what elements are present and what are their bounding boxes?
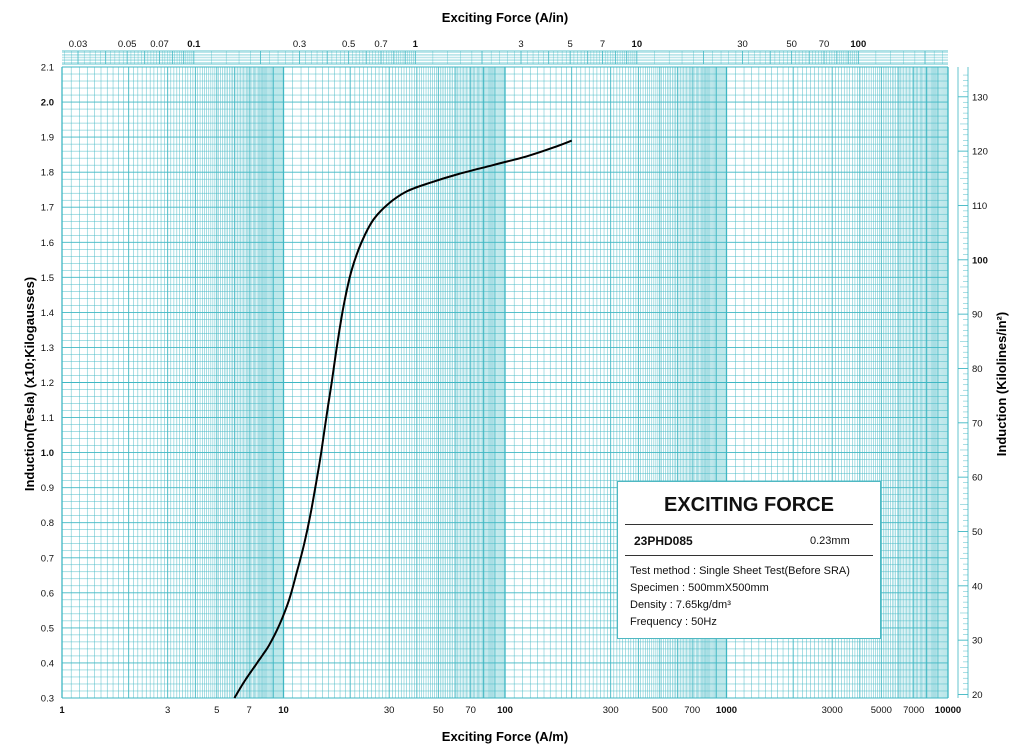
y-tick-label: 1.9 [41, 133, 54, 144]
y-tick-label: 1.5 [41, 273, 54, 284]
x-tick-label: 1 [59, 705, 65, 716]
divider [625, 555, 873, 556]
top-strip-grid [62, 50, 948, 65]
x-top-tick-label: 30 [737, 39, 748, 50]
y-tick-label: 1.7 [41, 203, 54, 214]
y-tick-label: 0.6 [41, 588, 54, 599]
x-top-tick-label: 1 [413, 39, 419, 50]
specimen-line: Specimen : 500mmX500mm [630, 582, 769, 594]
x-top-tick-label: 10 [632, 39, 643, 50]
frequency-line: Frequency : 50Hz [630, 616, 717, 628]
y-tick-label: 1.0 [41, 448, 54, 459]
y-tick-label: 0.4 [41, 658, 54, 669]
y-tick-label: 1.3 [41, 343, 54, 354]
y-tick-label: 2.1 [41, 63, 54, 74]
x-tick-label: 10 [278, 705, 289, 716]
x-tick-label: 700 [684, 705, 700, 716]
y-tick-label: 0.9 [41, 483, 54, 494]
x-top-tick-label: 5 [568, 39, 573, 50]
x-top-tick-label: 0.3 [293, 39, 306, 50]
y-tick-label: 1.1 [41, 413, 54, 424]
magnetization-curve [233, 139, 573, 699]
grade-label: 23PHD085 [634, 534, 693, 548]
x-tick-label: 10000 [935, 705, 961, 716]
y-tick-label: 1.6 [41, 238, 54, 249]
thickness-label: 0.23mm [810, 535, 850, 547]
y-axis-label: Induction(Tesla) (x10;Kilogausses) [22, 277, 37, 491]
y-right-tick-label: 80 [972, 364, 983, 375]
x-top-tick-label: 0.1 [187, 39, 201, 50]
x-top-tick-label: 7 [600, 39, 605, 50]
x-top-tick-label: 50 [786, 39, 797, 50]
x-tick-label: 5 [214, 705, 219, 716]
y-right-tick-label: 60 [972, 473, 983, 484]
x-axis-top-label: Exciting Force (A/in) [442, 10, 568, 25]
x-tick-label: 3 [165, 705, 170, 716]
x-top-tick-label: 0.07 [150, 39, 169, 50]
x-top-tick-label: 70 [819, 39, 830, 50]
y-tick-label: 1.2 [41, 378, 54, 389]
y-right-tick-label: 20 [972, 690, 983, 701]
y-right-tick-label: 50 [972, 527, 983, 538]
info-box-title: EXCITING FORCE [663, 494, 834, 516]
y-right-tick-label: 130 [972, 92, 988, 103]
y-right-tick-label: 90 [972, 310, 983, 321]
density-line: Density : 7.65kg/dm³ [630, 599, 731, 611]
y-tick-label: 1.8 [41, 168, 54, 179]
test-method-line: Test method : Single Sheet Test(Before S… [630, 565, 850, 577]
y-tick-label: 1.4 [41, 308, 54, 319]
tick-labels: 1 3 5 7 10 30 50 70 100 300 500 700 1000 3000 5000 7000… [41, 39, 988, 716]
y-right-tick-label: 70 [972, 418, 983, 429]
x-tick-label: 100 [497, 705, 513, 716]
divider [625, 524, 873, 525]
x-top-tick-label: 0.03 [69, 39, 88, 50]
x-tick-label: 500 [652, 705, 668, 716]
y-axis-right-label: Induction (Kilolines/in²) [994, 312, 1009, 456]
x-tick-label: 1000 [716, 705, 737, 716]
x-top-tick-label: 100 [850, 39, 866, 50]
y-tick-label: 0.5 [41, 623, 54, 634]
y-tick-label: 0.8 [41, 518, 54, 529]
x-top-tick-label: 0.05 [118, 39, 137, 50]
x-tick-label: 7 [247, 705, 252, 716]
y-tick-label: 2.0 [41, 98, 54, 109]
x-top-tick-label: 0.5 [342, 39, 355, 50]
x-tick-label: 7000 [903, 705, 924, 716]
y-right-tick-label: 100 [972, 255, 988, 266]
x-top-tick-label: 3 [518, 39, 523, 50]
x-tick-label: 3000 [822, 705, 843, 716]
x-tick-label: 300 [603, 705, 619, 716]
x-axis-label: Exciting Force (A/m) [442, 729, 568, 744]
y-right-tick-label: 40 [972, 581, 983, 592]
x-tick-label: 70 [465, 705, 476, 716]
right-strip-grid [957, 67, 969, 698]
y-right-tick-label: 30 [972, 636, 983, 647]
x-top-tick-label: 0.7 [374, 39, 387, 50]
y-right-tick-label: 110 [972, 201, 987, 212]
info-box: EXCITING FORCE 23PHD085 0.23mm Test meth… [617, 481, 881, 639]
y-right-tick-label: 120 [972, 147, 988, 158]
y-tick-label: 0.7 [41, 553, 54, 564]
x-tick-label: 30 [384, 705, 395, 716]
x-tick-label: 5000 [871, 705, 892, 716]
y-tick-label: 0.3 [41, 694, 54, 705]
x-tick-label: 50 [433, 705, 444, 716]
